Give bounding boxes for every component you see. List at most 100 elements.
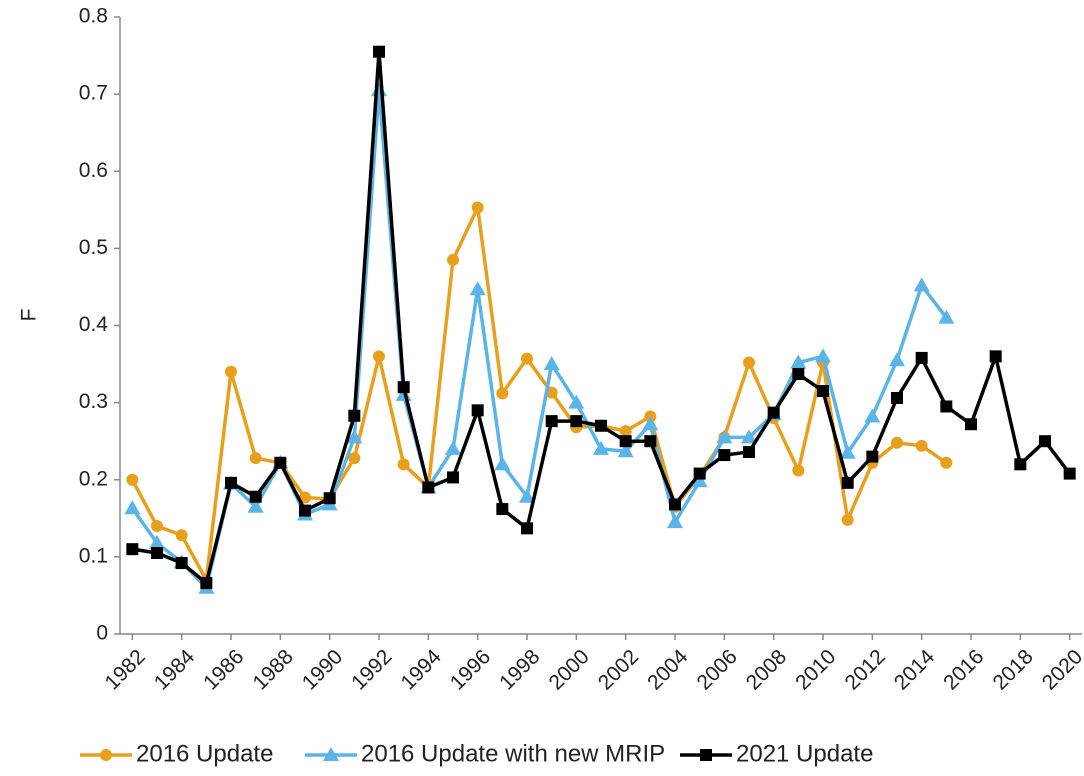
data-point <box>471 201 484 214</box>
data-point <box>1063 467 1076 480</box>
data-point <box>519 488 535 503</box>
data-point <box>494 456 511 471</box>
x-tick-label: 2014 <box>890 645 940 695</box>
data-point <box>247 498 264 513</box>
data-point <box>743 445 755 458</box>
data-point <box>348 452 361 465</box>
data-point <box>938 309 955 324</box>
data-point <box>570 415 583 428</box>
y-tick-label: 0.5 <box>79 236 108 259</box>
y-tick-label: 0.6 <box>79 159 108 182</box>
data-point <box>891 436 903 449</box>
x-tick-label: 1996 <box>446 645 495 694</box>
data-point <box>249 490 262 503</box>
data-point <box>642 416 659 431</box>
data-point <box>743 356 755 369</box>
data-point <box>915 351 928 364</box>
data-point <box>447 471 459 484</box>
data-point <box>989 350 1002 363</box>
data-point <box>175 529 188 542</box>
data-point <box>151 520 163 533</box>
data-point <box>891 391 903 404</box>
data-point <box>543 356 560 371</box>
data-point <box>346 429 363 444</box>
data-point <box>422 481 435 494</box>
y-tick-label: 0.3 <box>79 390 108 413</box>
data-point <box>593 440 609 455</box>
data-point <box>693 467 706 480</box>
y-tick-label: 0.7 <box>79 82 108 105</box>
data-point <box>839 444 856 459</box>
data-point <box>445 440 461 455</box>
x-tick-label: 1984 <box>150 645 200 695</box>
data-point <box>619 435 632 448</box>
data-point <box>299 504 311 517</box>
x-tick-label: 2000 <box>544 645 593 694</box>
data-point <box>521 522 533 535</box>
data-point <box>913 277 930 292</box>
data-point <box>1014 458 1027 471</box>
data-point <box>397 381 410 394</box>
y-tick-label: 0.1 <box>79 544 108 567</box>
data-point <box>496 503 509 516</box>
x-tick-label: 1994 <box>396 645 446 695</box>
data-point <box>397 458 410 471</box>
x-tick-label: 2020 <box>1038 645 1084 694</box>
data-point <box>469 281 486 296</box>
data-point <box>568 394 585 409</box>
data-point <box>126 543 139 556</box>
data-point <box>373 350 385 363</box>
data-point <box>741 429 757 444</box>
data-point <box>595 419 607 432</box>
x-tick-label: 2016 <box>939 645 988 694</box>
x-tick-label: 1990 <box>298 645 347 694</box>
series-line <box>132 49 1072 585</box>
data-point <box>817 385 829 398</box>
data-point <box>496 387 509 400</box>
data-point <box>889 352 905 367</box>
x-tick-label: 2018 <box>988 645 1037 694</box>
series-line <box>130 88 948 590</box>
legend-marker <box>700 749 712 761</box>
data-point <box>940 456 953 469</box>
legend-marker <box>323 747 339 761</box>
data-point <box>200 577 213 590</box>
legend-label: 2016 Update <box>136 740 273 767</box>
data-point <box>471 404 484 417</box>
legend-marker <box>100 749 112 761</box>
data-point <box>841 513 854 526</box>
data-point <box>225 365 237 378</box>
x-tick-label: 1998 <box>495 645 544 694</box>
data-point <box>792 368 805 381</box>
data-point <box>792 464 805 477</box>
data-point <box>175 557 188 570</box>
data-point <box>299 491 311 504</box>
data-point <box>373 45 385 58</box>
data-point <box>371 82 387 97</box>
x-tick-label: 1992 <box>347 645 396 694</box>
data-point <box>1039 435 1051 448</box>
data-point <box>521 352 533 365</box>
data-point <box>274 456 287 469</box>
data-point <box>617 443 634 458</box>
data-point <box>447 253 459 266</box>
data-point <box>815 348 831 363</box>
x-tick-label: 1982 <box>100 645 149 694</box>
data-point <box>149 534 165 549</box>
x-tick-label: 2008 <box>742 645 791 694</box>
data-point <box>841 476 854 489</box>
data-point <box>151 547 163 560</box>
y-tick-label: 0.4 <box>79 313 109 336</box>
data-point <box>348 409 361 422</box>
x-tick-label: 2002 <box>594 645 643 694</box>
x-tick-label: 2012 <box>840 645 889 694</box>
data-point <box>249 452 262 465</box>
data-point <box>716 429 733 444</box>
data-point <box>669 498 681 511</box>
data-point <box>718 449 731 462</box>
data-point <box>667 514 683 529</box>
data-point <box>691 473 708 488</box>
data-point <box>915 439 928 452</box>
data-point <box>866 450 879 463</box>
